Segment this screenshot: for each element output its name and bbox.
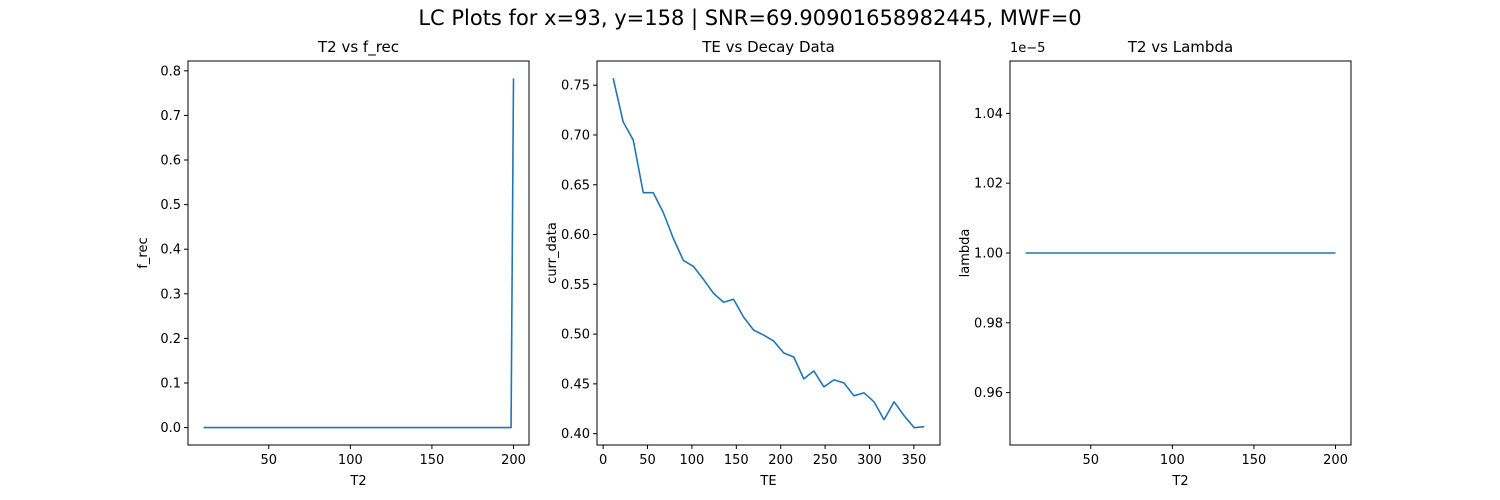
x-tick-label: 100	[680, 453, 705, 468]
y-offset-label: 1e−5	[1010, 41, 1045, 56]
y-tick-label: 1.00	[974, 247, 1003, 262]
y-tick-label: 0.1	[160, 377, 181, 392]
figure-suptitle: LC Plots for x=93, y=158 | SNR=69.909016…	[418, 6, 1082, 30]
y-tick-label: 0.8	[160, 64, 181, 79]
x-tick-label: 100	[1160, 453, 1185, 468]
x-tick-label: 150	[724, 453, 749, 468]
y-tick-label: 0.7	[160, 109, 181, 124]
y-tick-label: 0.60	[561, 228, 590, 243]
x-tick-label: 250	[813, 453, 838, 468]
y-tick-label: 0.5	[160, 198, 181, 213]
y-tick-label: 0.4	[160, 243, 181, 258]
panel-te-vs-decay: 0 50 100 150 200 250 300 350 0.40 0.45 0.50 0.55 0.6…	[545, 38, 941, 489]
subplot-title: T2 vs Lambda	[1127, 38, 1233, 56]
x-tick-label: 300	[857, 453, 882, 468]
y-tick-label: 0.2	[160, 332, 181, 347]
panel-t2-vs-lambda: 50 100 150 200 0.96 0.98 1.00 1.02 1.04 T2 vs Lam…	[958, 38, 1352, 489]
axes-frame	[187, 60, 530, 446]
x-tick-label: 200	[768, 453, 793, 468]
x-tick-label: 50	[260, 453, 277, 468]
y-tick-label: 0.40	[561, 427, 590, 442]
x-axis-label: T2	[1171, 474, 1188, 489]
y-axis-label: lambda	[958, 229, 973, 278]
x-tick-label: 50	[639, 453, 656, 468]
y-tick-label: 0.98	[974, 316, 1003, 331]
x-tick-label: 0	[599, 453, 607, 468]
y-tick-label: 0.45	[561, 377, 590, 392]
x-tick-label: 200	[501, 453, 526, 468]
subplot-title: T2 vs f_rec	[317, 38, 399, 57]
y-tick-label: 0.3	[160, 287, 181, 302]
y-tick-label: 0.6	[160, 154, 181, 169]
y-tick-label: 0.55	[561, 278, 590, 293]
y-axis-label: f_rec	[136, 237, 151, 268]
y-tick-label: 0.70	[561, 128, 590, 143]
x-axis-label: T2	[349, 474, 366, 489]
y-tick-label: 1.02	[974, 177, 1003, 192]
panel-t2-vs-frec: 50 100 150 200 0.0 0.1 0.2 0.3 0.4 0.5 0.6 0.7 0.8 T2…	[136, 38, 530, 489]
series-line-0	[203, 78, 515, 429]
x-axis-label: TE	[759, 474, 776, 489]
x-tick-label: 50	[1082, 453, 1099, 468]
x-tick-label: 150	[1242, 453, 1267, 468]
y-tick-label: 0.65	[561, 178, 590, 193]
y-tick-label: 1.04	[974, 107, 1003, 122]
x-tick-label: 150	[420, 453, 445, 468]
y-tick-label: 0.75	[561, 79, 590, 94]
y-axis-label: curr_data	[545, 222, 560, 284]
x-tick-label: 200	[1323, 453, 1348, 468]
y-tick-label: 0.50	[561, 328, 590, 343]
y-tick-label: 0.0	[160, 421, 181, 436]
series-line-0	[612, 78, 925, 429]
x-tick-label: 350	[901, 453, 926, 468]
x-tick-label: 100	[338, 453, 363, 468]
y-tick-label: 0.96	[974, 386, 1003, 401]
subplot-title: TE vs Decay Data	[701, 38, 835, 56]
axes-frame	[596, 60, 941, 446]
